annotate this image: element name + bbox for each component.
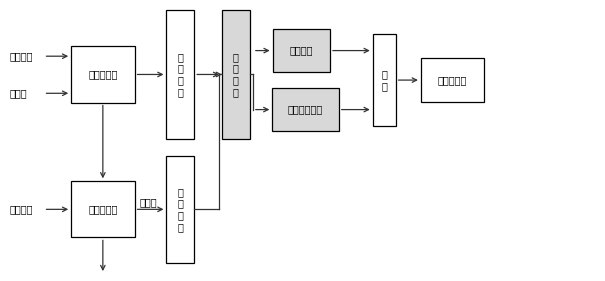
Text: 稀制沥青: 稀制沥青 bbox=[290, 46, 313, 56]
Text: 第一溶剂: 第一溶剂 bbox=[9, 51, 33, 61]
Bar bbox=[166, 10, 194, 139]
Text: 针状焦原料: 针状焦原料 bbox=[438, 75, 467, 85]
Bar bbox=[272, 88, 339, 132]
Bar bbox=[272, 29, 330, 72]
Bar bbox=[166, 156, 194, 263]
Text: 混
合: 混 合 bbox=[381, 69, 387, 91]
Text: 滤清液: 滤清液 bbox=[139, 197, 157, 207]
Bar bbox=[421, 58, 484, 102]
Bar bbox=[71, 46, 134, 103]
Text: 不溶分分离: 不溶分分离 bbox=[88, 204, 117, 214]
Text: 不溶分分离: 不溶分分离 bbox=[88, 69, 117, 80]
Text: 稀制重质馏分: 稀制重质馏分 bbox=[288, 105, 323, 115]
Text: 第二溶剂: 第二溶剂 bbox=[9, 204, 33, 214]
Bar bbox=[222, 10, 250, 139]
Bar bbox=[373, 34, 396, 126]
Text: 加
氢
处
理: 加 氢 处 理 bbox=[233, 52, 239, 97]
Text: 煤焦油: 煤焦油 bbox=[9, 88, 27, 98]
Text: 溶
剂
分
离: 溶 剂 分 离 bbox=[177, 187, 183, 232]
Bar bbox=[71, 181, 134, 237]
Text: 溶
剂
分
离: 溶 剂 分 离 bbox=[177, 52, 183, 97]
